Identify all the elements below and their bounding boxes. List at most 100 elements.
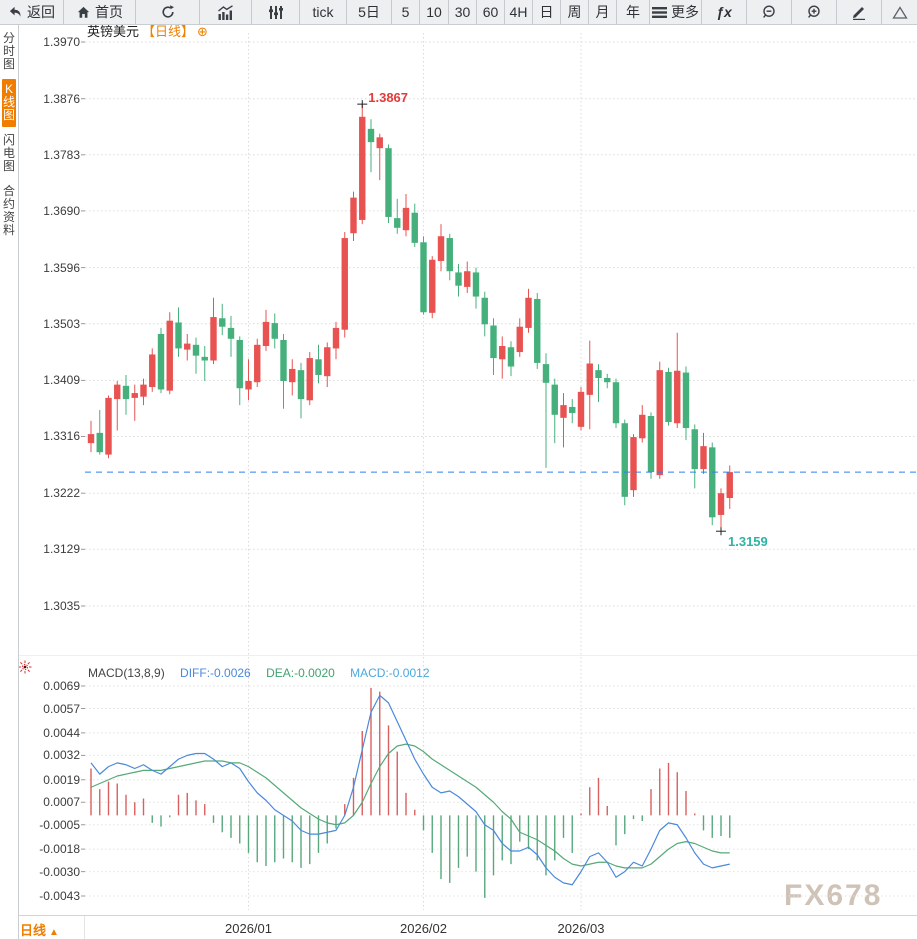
macd-axis-label: 0.0032: [43, 748, 80, 763]
watermark: FX678: [784, 879, 883, 912]
candle-body: [157, 333, 165, 390]
bottom-bar: 日线 ▲ 2026/01 2026/02 2026/03: [0, 915, 917, 939]
toolbar-item-refresh[interactable]: [136, 0, 200, 24]
toolbar-item-bar-chart-type[interactable]: [200, 0, 252, 24]
toolbar-item-week[interactable]: 周: [561, 0, 589, 24]
toolbar-item-label: 更多: [671, 4, 699, 20]
candle-body: [455, 272, 462, 286]
candle-body: [350, 197, 357, 234]
candle-body: [551, 384, 558, 415]
toolbar-item-draw[interactable]: [837, 0, 882, 24]
price-axis-label: 1.3970: [43, 35, 80, 49]
toolbar-item-indicator-fx[interactable]: ƒx: [702, 0, 747, 24]
macd-diff-line: [90, 694, 730, 886]
candle-body: [324, 347, 331, 377]
candle-body: [227, 327, 235, 339]
candle-body: [131, 393, 138, 398]
toolbar-item-label: 60: [482, 4, 499, 20]
macd-title: MACD(13,8,9): [88, 666, 165, 680]
candle-body: [341, 238, 348, 330]
toolbar-item-30m[interactable]: 30: [449, 0, 477, 24]
bar-chart-icon: [217, 4, 234, 20]
triangle-icon: [891, 5, 908, 20]
candle-body: [691, 429, 698, 470]
period-selector-button[interactable]: 日线 ▲: [20, 920, 59, 939]
back-arrow-icon: [8, 5, 23, 20]
candle-body: [586, 363, 593, 395]
macd-axis-label: -0.0005: [39, 817, 80, 832]
price-axis-label: 1.3222: [43, 486, 80, 501]
candle-body: [306, 358, 313, 401]
indicator-settings-icon[interactable]: [18, 660, 32, 679]
zoom-out-icon: [761, 4, 777, 20]
toolbar-item-60m[interactable]: 60: [477, 0, 505, 24]
home-icon: [76, 5, 91, 20]
toolbar-item-year[interactable]: 年: [617, 0, 650, 24]
time-axis-label: 2026/03: [557, 921, 605, 936]
candle-body: [332, 327, 340, 349]
candle-body: [665, 371, 672, 423]
toolbar-item-day[interactable]: 日: [533, 0, 561, 24]
candle-body: [394, 218, 401, 228]
toolbar-item-5m[interactable]: 5: [392, 0, 420, 24]
toolbar-item-back[interactable]: 返回: [0, 0, 64, 24]
toolbar-item-more[interactable]: 更多: [650, 0, 702, 24]
candle-body: [595, 370, 602, 378]
toolbar-item-zoom-out[interactable]: [747, 0, 792, 24]
candle-body: [114, 384, 121, 400]
sidebar-item-time-chart[interactable]: 分时图: [2, 31, 15, 71]
candle-body: [122, 385, 130, 400]
chart-title: 英镑美元 【日线】 ⊕: [87, 21, 208, 40]
candle-body: [402, 207, 410, 231]
toolbar-item-label: 5日: [358, 4, 380, 20]
sidebar-item-lightning-chart[interactable]: 闪电图: [2, 133, 15, 173]
candle-body: [709, 447, 716, 518]
macd-axis-label: 0.0069: [43, 679, 80, 693]
toolbar-item-4h[interactable]: 4H: [505, 0, 533, 24]
candle-body: [647, 415, 655, 473]
sidebar-item-contract-info[interactable]: 合约资料: [2, 184, 15, 237]
candle-body: [280, 339, 287, 382]
menu-icon: [652, 6, 667, 19]
macd-axis-label: -0.0030: [39, 864, 80, 879]
toolbar-item-shapes[interactable]: [882, 0, 917, 24]
candle-body: [96, 432, 103, 453]
candle-body: [534, 298, 541, 363]
period-selector-label: 日线: [20, 923, 47, 938]
toolbar-item-label: 年: [626, 4, 640, 20]
toolbar-item-label: 日: [539, 4, 554, 20]
refresh-icon: [160, 4, 176, 20]
toolbar-item-10m[interactable]: 10: [420, 0, 449, 24]
candle-body: [87, 434, 95, 444]
price-axis-label: 1.3129: [43, 542, 80, 557]
candle-body: [411, 212, 418, 243]
candle-body: [289, 368, 296, 383]
toolbar-item-candle-chart-type[interactable]: [252, 0, 300, 24]
add-indicator-icon[interactable]: ⊕: [197, 24, 208, 39]
low-price-annotation: 1.3159: [728, 534, 768, 550]
high-price-annotation: 1.3867: [368, 90, 409, 106]
toolbar-item-tick[interactable]: tick: [300, 0, 347, 24]
candle-body: [499, 346, 506, 360]
symbol-name: 英镑美元: [87, 24, 140, 39]
candle-body: [472, 272, 480, 297]
toolbar-item-label: 月: [595, 4, 610, 20]
sidebar-item-kline-chart[interactable]: K线图: [2, 79, 16, 127]
toolbar-item-zoom-in[interactable]: [792, 0, 837, 24]
macd-dea-value: DEA:-0.0020: [266, 666, 335, 680]
candle-body: [507, 347, 515, 367]
candle-body: [315, 359, 322, 375]
toolbar-item-label: 首页: [95, 4, 123, 20]
candle-body: [376, 137, 383, 149]
toolbar-item-5d[interactable]: 5日: [347, 0, 392, 24]
price-axis-label: 1.3876: [43, 91, 80, 106]
toolbar-item-home[interactable]: 首页: [64, 0, 136, 24]
candle-body: [210, 317, 217, 361]
candle-body: [612, 382, 620, 424]
toolbar-item-month[interactable]: 月: [589, 0, 617, 24]
macd-axis-label: 0.0007: [43, 795, 80, 810]
candle-body: [621, 423, 628, 497]
price-axis-label: 1.3316: [43, 429, 80, 444]
candles-icon: [268, 5, 284, 20]
